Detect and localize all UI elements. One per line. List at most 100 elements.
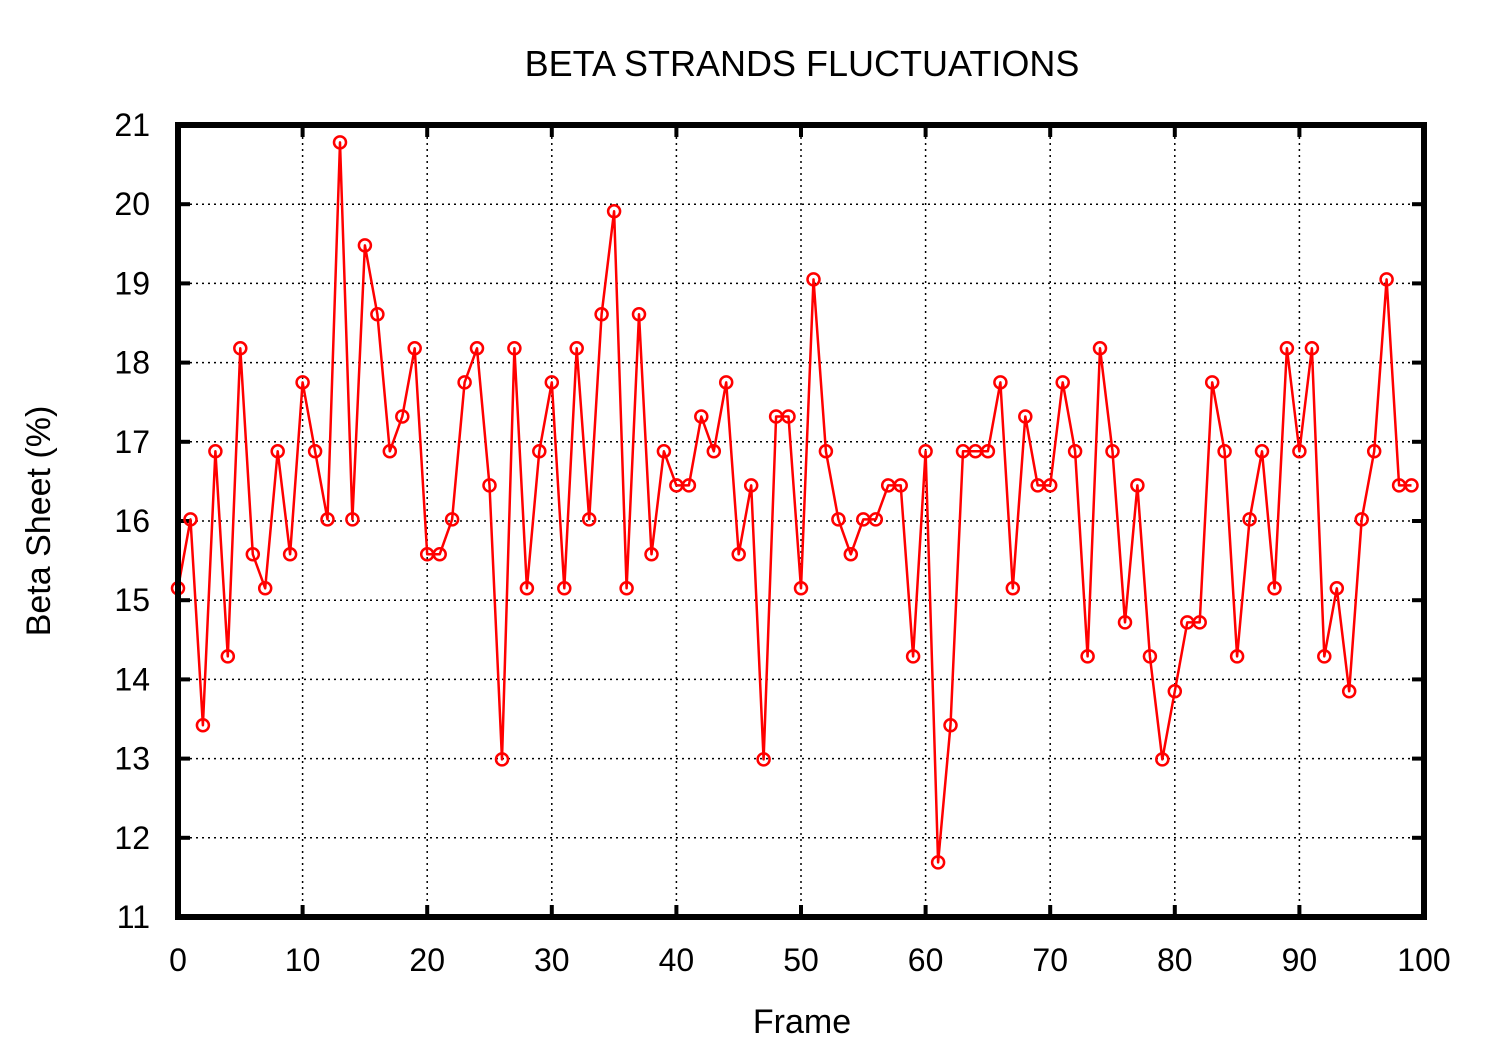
data-point [1055, 375, 1070, 390]
data-point [1267, 581, 1282, 596]
data-point [519, 581, 535, 596]
data-point [469, 341, 485, 356]
data-point [631, 307, 647, 322]
data-point [569, 341, 584, 356]
x-tick-label: 70 [1032, 942, 1068, 978]
data-point [1292, 444, 1307, 459]
data-point [370, 307, 385, 322]
data-point [806, 272, 821, 287]
data-point [1155, 752, 1170, 767]
data-point [980, 444, 996, 459]
y-tick-label: 17 [114, 424, 150, 460]
data-point [1404, 478, 1419, 493]
data-point [444, 512, 460, 527]
data-point [282, 547, 298, 562]
data-point [1217, 444, 1232, 459]
x-tick-label: 80 [1157, 942, 1193, 978]
data-point [905, 649, 921, 664]
data-point [706, 444, 722, 459]
data-point [1304, 341, 1320, 356]
data-point [868, 512, 884, 527]
data-point [1130, 478, 1145, 493]
y-tick-label: 18 [114, 345, 150, 381]
data-point [507, 341, 522, 356]
data-point [718, 375, 734, 390]
data-point [1354, 512, 1369, 527]
data-point [1080, 649, 1095, 664]
x-tick-label: 0 [169, 942, 187, 978]
y-tick-label: 15 [114, 582, 150, 618]
x-tick-label: 40 [659, 942, 695, 978]
data-point [1042, 478, 1058, 493]
series-line [176, 141, 1412, 864]
data-point [943, 718, 958, 733]
y-tick-label: 19 [114, 265, 150, 301]
data-point [257, 581, 273, 596]
data-point [756, 752, 771, 767]
data-points [170, 135, 1419, 870]
x-tick-label: 20 [409, 942, 445, 978]
data-point [345, 512, 360, 527]
data-point [581, 512, 597, 527]
x-tick-label: 30 [534, 942, 570, 978]
data-point [220, 649, 236, 664]
data-point [245, 547, 261, 562]
data-point [395, 409, 410, 424]
grid-lines [178, 125, 1424, 917]
data-point [307, 444, 323, 459]
data-point [195, 718, 211, 733]
y-tick-label: 20 [114, 186, 150, 222]
data-point [1341, 684, 1357, 699]
data-point [1379, 272, 1394, 287]
data-point [918, 444, 933, 459]
data-point [606, 204, 622, 219]
data-point [233, 341, 248, 356]
y-tick-label: 16 [114, 503, 150, 539]
data-point [731, 547, 746, 562]
data-point [532, 444, 547, 459]
data-point [594, 307, 609, 322]
data-point [1005, 581, 1021, 596]
plot-frame [175, 122, 1427, 920]
data-point [681, 478, 697, 493]
data-point [457, 375, 472, 390]
data-point [619, 581, 634, 596]
x-tick-label: 100 [1397, 942, 1450, 978]
data-point [494, 752, 510, 767]
data-point [357, 238, 373, 253]
x-axis-label: Frame [753, 1003, 851, 1041]
data-point [818, 444, 834, 459]
data-point [644, 547, 659, 562]
data-point [557, 581, 572, 596]
data-point [930, 855, 946, 870]
data-point [1105, 444, 1120, 459]
data-point [432, 547, 447, 562]
data-point [694, 409, 709, 424]
x-tick-label: 90 [1282, 942, 1318, 978]
data-point [1117, 615, 1133, 630]
data-point [320, 512, 335, 527]
data-point [843, 547, 859, 562]
x-tick-label: 50 [783, 942, 819, 978]
data-point [332, 135, 348, 150]
y-tick-label: 14 [114, 661, 150, 697]
data-point [1229, 649, 1245, 664]
data-point [1018, 409, 1033, 424]
data-point [793, 581, 809, 596]
x-tick-labels: 0 10 20 30 40 50 60 70 80 90 100 [169, 942, 1451, 978]
y-tick-label: 11 [117, 899, 150, 935]
data-point [1254, 444, 1270, 459]
data-point [295, 375, 310, 390]
data-point [183, 512, 198, 527]
data-point [781, 409, 796, 424]
data-point [1067, 444, 1083, 459]
data-point [1192, 615, 1207, 630]
data-point [1092, 341, 1108, 356]
data-point [1167, 684, 1183, 699]
data-point [893, 478, 908, 493]
data-point [270, 444, 285, 459]
data-point [544, 375, 560, 390]
data-point [1204, 375, 1220, 390]
data-point [743, 478, 759, 493]
